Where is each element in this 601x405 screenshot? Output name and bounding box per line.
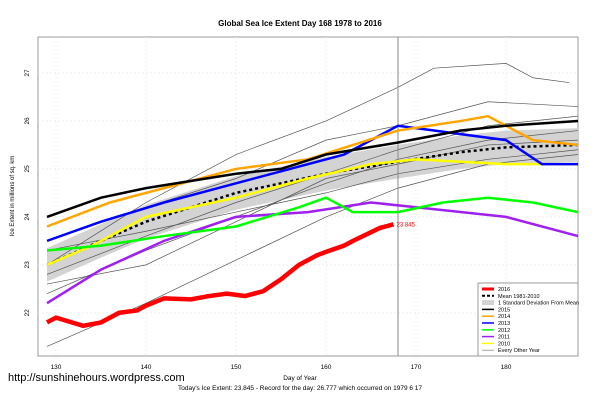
other-year-line: [46, 149, 579, 251]
y-tick-label: 24: [24, 213, 31, 221]
legend-label: 2013: [498, 321, 510, 327]
x-tick-label: 130: [51, 364, 62, 371]
y-tick-label: 27: [24, 69, 31, 77]
series-line-2016: [45, 222, 395, 329]
chart-title: Global Sea Ice Extent Day 168 1978 to 20…: [218, 19, 382, 28]
x-tick-label: 160: [321, 364, 332, 371]
legend-label: Every Other Year: [498, 348, 540, 354]
legend-label: 2012: [498, 328, 510, 334]
caption: Today's Ice Extent: 23.845 - Record for …: [178, 385, 422, 392]
legend-label: 2016: [498, 287, 510, 293]
y-tick-label: 26: [24, 117, 31, 125]
series-line-2015: [46, 119, 579, 219]
legend-label: Mean 1981-2010: [498, 294, 540, 300]
y-tick-label: 23: [24, 261, 31, 269]
x-tick-label: 170: [411, 364, 422, 371]
y-tick-label: 22: [24, 309, 31, 317]
x-tick-label: 140: [141, 364, 152, 371]
legend-label: 2014: [498, 314, 510, 320]
legend-label: 1 Standard Deviation From Mean: [498, 301, 579, 307]
x-tick-label: 150: [231, 364, 242, 371]
series-line-2014: [46, 114, 579, 228]
legend-label: 2015: [498, 307, 510, 313]
source-url: http://sunshinehours.wordpress.com: [8, 372, 185, 384]
x-axis-label: Day of Year: [283, 375, 317, 382]
legend-box: [477, 282, 579, 357]
current-value-label: 23.845: [397, 222, 416, 228]
series-line-2012: [46, 196, 579, 252]
legend-label: 2011: [498, 335, 510, 341]
y-tick-label: 25: [24, 165, 31, 173]
other-year-line: [46, 139, 579, 285]
x-tick-label: 180: [501, 364, 512, 371]
legend-label: 2010: [498, 341, 510, 347]
series-line-2010: [46, 158, 578, 267]
y-axis-label: Ice Extent in millions of sq. km: [10, 156, 16, 237]
series-line-2011: [46, 201, 579, 305]
std-dev-band: [47, 128, 578, 282]
